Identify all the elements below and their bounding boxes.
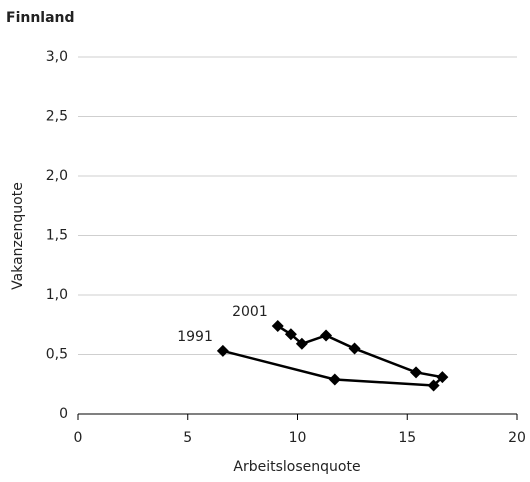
y-tick-label: 3,0 (46, 49, 68, 65)
y-axis-label: Vakanzenquote (10, 182, 26, 290)
point-label: 1991 (177, 329, 213, 345)
y-tick-label: 0 (59, 406, 68, 422)
x-tick-label: 20 (508, 430, 526, 446)
line (222, 324, 446, 387)
y-tick-label: 1,5 (46, 228, 68, 244)
point (295, 337, 308, 350)
point (320, 329, 333, 342)
x-tick-label: 5 (183, 430, 192, 446)
x-tick-label: 0 (74, 430, 83, 446)
point (216, 344, 229, 357)
x-axis-label: Arbeitslosenquote (233, 459, 360, 475)
y-tick-label: 1,0 (46, 287, 68, 303)
y-tick-label: 2,5 (46, 109, 68, 125)
y-tick-label: 2,0 (46, 168, 68, 184)
point (284, 328, 297, 341)
point (436, 371, 449, 384)
y-tick-label: 0,5 (46, 347, 68, 363)
x-tick-label: 15 (398, 430, 416, 446)
point-label: 2001 (232, 304, 268, 320)
point (271, 319, 284, 332)
chart-title: Finnland (6, 10, 75, 26)
point (427, 379, 440, 392)
point (348, 342, 361, 355)
x-tick-label: 10 (289, 430, 307, 446)
point (328, 373, 341, 386)
point (410, 366, 423, 379)
